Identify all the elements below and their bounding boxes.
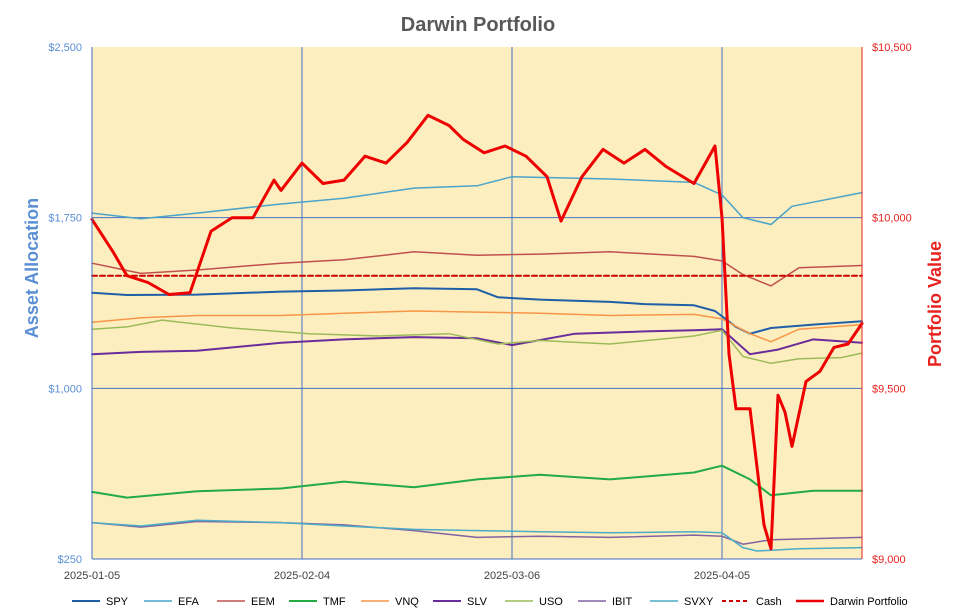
axes: $250 $1,000 $1,750 $2,500 $9,000 $9,500 $10,00… xyxy=(48,42,911,582)
legend-label: TMF xyxy=(323,596,346,608)
right-tick-label: $10,500 xyxy=(872,42,912,54)
legend: SPY EFA EEM TMF VNQ SLV USO IBIT SVXY Cash Darwin … xyxy=(72,596,908,608)
series-line-efa xyxy=(91,175,863,226)
legend-label: SPY xyxy=(106,596,129,608)
legend-label: EEM xyxy=(251,596,275,608)
legend-label: Cash xyxy=(756,596,782,608)
legend-label: VNQ xyxy=(395,596,419,608)
series-line-spy xyxy=(91,287,863,335)
series-line-darwin-portfolio xyxy=(90,113,864,551)
x-tick-label: 2025-01-05 xyxy=(64,570,120,582)
left-tick-label: $2,500 xyxy=(48,42,82,54)
legend-label: USO xyxy=(539,596,563,608)
left-tick-label: $1,750 xyxy=(48,213,82,225)
right-axis-label: Portfolio Value xyxy=(925,241,945,367)
series-line-slv xyxy=(91,328,863,356)
series-line-tmf xyxy=(91,464,863,499)
series-layer xyxy=(90,113,864,552)
chart-title: Darwin Portfolio xyxy=(401,14,555,36)
legend-label: SVXY xyxy=(684,596,714,608)
x-tick-label: 2025-04-05 xyxy=(694,570,750,582)
left-tick-label: $1,000 xyxy=(48,383,82,395)
left-tick-label: $250 xyxy=(58,554,82,566)
right-tick-label: $9,000 xyxy=(872,554,906,566)
legend-label: Darwin Portfolio xyxy=(830,596,908,608)
left-axis-label: Asset Allocation xyxy=(22,198,42,338)
x-tick-label: 2025-02-04 xyxy=(274,570,330,582)
legend-label: IBIT xyxy=(612,596,632,608)
series-line-eem xyxy=(91,251,863,287)
legend-label: SLV xyxy=(467,596,488,608)
series-line-ibit xyxy=(91,520,863,545)
series-line-svxy xyxy=(91,519,863,552)
legend-label: EFA xyxy=(178,596,199,608)
right-tick-label: $10,000 xyxy=(872,213,912,225)
x-tick-label: 2025-03-06 xyxy=(484,570,540,582)
series-line-vnq xyxy=(91,310,863,343)
plot-area xyxy=(92,47,862,559)
right-tick-label: $9,500 xyxy=(872,383,906,395)
series-line-uso xyxy=(91,319,863,365)
